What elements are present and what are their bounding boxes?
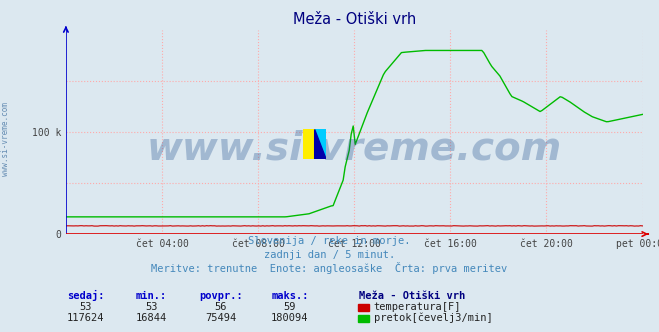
Text: pretok[čevelj3/min]: pretok[čevelj3/min] [374,312,492,323]
Polygon shape [315,129,326,159]
Text: Meritve: trenutne  Enote: angleosaške  Črta: prva meritev: Meritve: trenutne Enote: angleosaške Črt… [152,262,507,274]
Text: 117624: 117624 [67,313,104,323]
Text: 53: 53 [146,302,158,312]
Text: www.si-vreme.com: www.si-vreme.com [146,129,562,167]
Text: 59: 59 [284,302,296,312]
Polygon shape [315,129,326,159]
Text: Slovenija / reke in morje.: Slovenija / reke in morje. [248,236,411,246]
Text: 180094: 180094 [272,313,308,323]
Text: min.:: min.: [136,291,167,301]
Text: temperatura[F]: temperatura[F] [374,302,461,312]
Bar [303,129,315,159]
Text: 56: 56 [215,302,227,312]
Text: 53: 53 [80,302,92,312]
Text: maks.:: maks.: [272,291,308,301]
Text: 16844: 16844 [136,313,167,323]
Text: povpr.:: povpr.: [199,291,243,301]
Text: Meža - Otiški vrh: Meža - Otiški vrh [359,291,465,301]
Text: sedaj:: sedaj: [67,290,104,301]
Text: www.si-vreme.com: www.si-vreme.com [1,103,10,176]
Text: 75494: 75494 [205,313,237,323]
Title: Meža - Otiški vrh: Meža - Otiški vrh [293,12,416,27]
Text: zadnji dan / 5 minut.: zadnji dan / 5 minut. [264,250,395,260]
